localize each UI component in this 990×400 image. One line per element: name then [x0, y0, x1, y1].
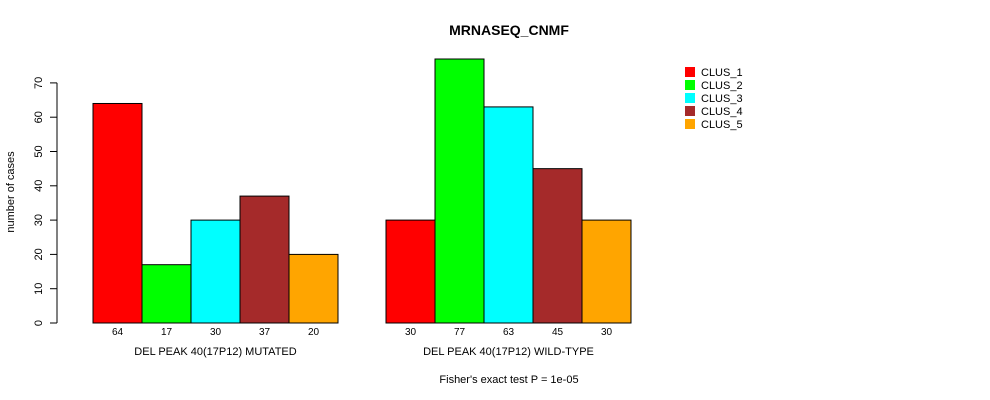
legend-swatch [685, 67, 695, 77]
bar-value-label: 37 [259, 327, 271, 338]
y-tick-label: 40 [33, 180, 45, 192]
bar [141, 264, 192, 324]
group-label: DEL PEAK 40(17P12) WILD-TYPE [423, 346, 594, 358]
y-axis-label: number of cases [5, 151, 17, 233]
y-tick-label: 20 [33, 248, 45, 260]
bar [239, 195, 290, 324]
y-tick-label: 50 [33, 145, 45, 157]
y-tick-label: 0 [33, 320, 45, 326]
y-tick-label: 30 [33, 214, 45, 226]
legend-swatch [685, 106, 695, 116]
group-label: DEL PEAK 40(17P12) MUTATED [134, 346, 296, 358]
bar [581, 219, 632, 324]
bar-value-label: 17 [161, 327, 173, 338]
bar-value-label: 30 [210, 327, 222, 338]
y-axis: 0 10 20 30 40 50 60 70 [33, 77, 58, 326]
legend-label: CLUS_1 [701, 67, 743, 79]
bar-value-label: 64 [112, 327, 124, 338]
bar-value-label: 77 [454, 327, 466, 338]
bar-value-label: 45 [552, 327, 564, 338]
chart-title: MRNASEQ_CNMF [449, 22, 569, 38]
footnote: Fisher's exact test P = 1e-05 [439, 374, 578, 386]
bar [190, 219, 241, 324]
y-tick-label: 60 [33, 111, 45, 123]
bar [483, 106, 534, 324]
bar [434, 58, 485, 324]
value-labels: 64 17 30 37 20 30 77 63 45 30 [112, 327, 613, 338]
y-tick-label: 70 [33, 77, 45, 89]
y-tick-label: 10 [33, 283, 45, 295]
legend-label: CLUS_4 [701, 106, 743, 118]
bar-value-label: 63 [503, 327, 515, 338]
legend-swatch [685, 80, 695, 90]
legend-label: CLUS_3 [701, 93, 743, 105]
bar [288, 253, 339, 324]
group-labels: DEL PEAK 40(17P12) MUTATED DEL PEAK 40(17… [134, 346, 594, 358]
bar [532, 168, 583, 324]
bar-value-label: 30 [601, 327, 613, 338]
legend-swatch [685, 93, 695, 103]
bars [92, 58, 632, 324]
bar-value-label: 30 [405, 327, 417, 338]
bar-value-label: 20 [308, 327, 320, 338]
legend-label: CLUS_2 [701, 80, 743, 92]
bar [92, 102, 143, 324]
legend-swatch [685, 119, 695, 129]
bar [385, 219, 436, 324]
legend-label: CLUS_5 [701, 119, 743, 131]
